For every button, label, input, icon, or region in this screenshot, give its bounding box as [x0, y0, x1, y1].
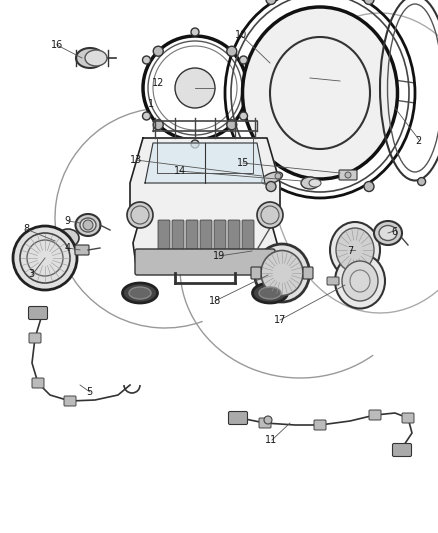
Ellipse shape	[264, 416, 272, 424]
Circle shape	[142, 56, 151, 64]
Circle shape	[191, 28, 199, 36]
Ellipse shape	[309, 179, 321, 187]
FancyBboxPatch shape	[32, 378, 44, 388]
FancyBboxPatch shape	[242, 220, 254, 252]
Text: 2: 2	[415, 136, 421, 146]
Circle shape	[345, 172, 351, 178]
Ellipse shape	[57, 229, 79, 247]
Text: 17: 17	[274, 315, 286, 325]
Text: 6: 6	[391, 227, 397, 237]
Circle shape	[364, 0, 374, 4]
Text: 16: 16	[51, 41, 63, 50]
FancyBboxPatch shape	[339, 170, 357, 180]
Circle shape	[266, 0, 276, 4]
FancyBboxPatch shape	[327, 277, 339, 285]
Ellipse shape	[330, 222, 380, 278]
Ellipse shape	[80, 218, 96, 232]
Circle shape	[417, 177, 426, 185]
FancyBboxPatch shape	[28, 306, 47, 319]
Circle shape	[142, 112, 151, 120]
FancyBboxPatch shape	[64, 396, 76, 406]
FancyBboxPatch shape	[303, 267, 313, 279]
Ellipse shape	[374, 221, 402, 245]
FancyBboxPatch shape	[172, 220, 184, 252]
Circle shape	[175, 68, 215, 108]
FancyBboxPatch shape	[186, 220, 198, 252]
Circle shape	[13, 226, 77, 290]
FancyBboxPatch shape	[229, 411, 247, 424]
FancyBboxPatch shape	[251, 267, 261, 279]
Circle shape	[227, 46, 237, 56]
Ellipse shape	[261, 251, 303, 295]
FancyBboxPatch shape	[214, 220, 226, 252]
Circle shape	[275, 173, 281, 179]
Ellipse shape	[254, 244, 310, 302]
Text: 7: 7	[347, 246, 353, 255]
FancyBboxPatch shape	[135, 249, 275, 275]
Ellipse shape	[336, 228, 374, 272]
Ellipse shape	[243, 7, 398, 179]
Polygon shape	[130, 138, 280, 273]
FancyBboxPatch shape	[314, 420, 326, 430]
Ellipse shape	[75, 214, 100, 236]
Ellipse shape	[335, 254, 385, 309]
FancyBboxPatch shape	[158, 220, 170, 252]
FancyBboxPatch shape	[369, 410, 381, 420]
FancyBboxPatch shape	[228, 220, 240, 252]
Ellipse shape	[301, 177, 319, 189]
Circle shape	[266, 182, 276, 191]
Ellipse shape	[261, 172, 283, 184]
Circle shape	[191, 140, 199, 148]
Text: 12: 12	[152, 78, 164, 87]
Circle shape	[227, 120, 237, 130]
Ellipse shape	[342, 261, 378, 301]
Text: 5: 5	[87, 387, 93, 397]
Circle shape	[240, 112, 247, 120]
FancyBboxPatch shape	[392, 443, 411, 456]
Text: 19: 19	[213, 251, 225, 261]
FancyBboxPatch shape	[29, 333, 41, 343]
Text: 4: 4	[65, 243, 71, 253]
Text: 10: 10	[235, 30, 247, 39]
Ellipse shape	[85, 50, 107, 66]
FancyBboxPatch shape	[75, 245, 89, 255]
FancyBboxPatch shape	[402, 413, 414, 423]
Circle shape	[240, 56, 247, 64]
Text: 3: 3	[28, 270, 35, 279]
Ellipse shape	[259, 287, 281, 299]
Circle shape	[257, 202, 283, 228]
Circle shape	[127, 202, 153, 228]
Text: 9: 9	[65, 216, 71, 226]
Text: 14: 14	[173, 166, 186, 175]
FancyBboxPatch shape	[259, 418, 271, 428]
Ellipse shape	[252, 283, 287, 303]
Text: 1: 1	[148, 99, 154, 109]
Ellipse shape	[76, 48, 104, 68]
Polygon shape	[145, 143, 265, 183]
Ellipse shape	[123, 283, 158, 303]
Circle shape	[364, 182, 374, 191]
Circle shape	[153, 120, 163, 130]
Ellipse shape	[129, 287, 151, 299]
Text: 18: 18	[208, 296, 221, 306]
Text: 11: 11	[265, 435, 278, 445]
Text: 15: 15	[237, 158, 249, 167]
Text: 13: 13	[130, 155, 142, 165]
Circle shape	[143, 36, 247, 140]
Ellipse shape	[379, 225, 397, 240]
Circle shape	[153, 46, 163, 56]
Circle shape	[83, 220, 93, 230]
Text: 8: 8	[23, 224, 29, 234]
FancyBboxPatch shape	[200, 220, 212, 252]
